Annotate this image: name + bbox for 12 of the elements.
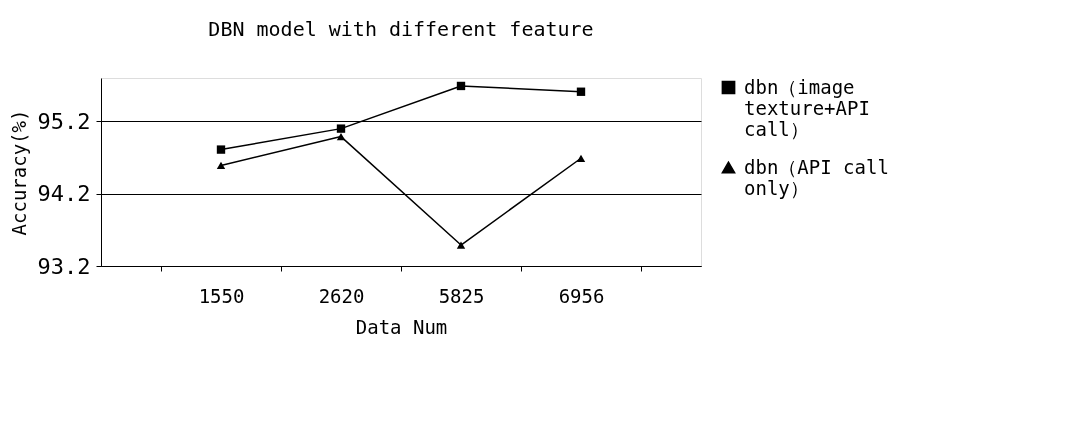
y-axis-title: Accuracy(%) <box>7 109 30 236</box>
x-tick-label: 6956 <box>558 284 605 307</box>
legend-label: dbn（API call only） <box>744 155 889 199</box>
legend-label: dbn（image texture+API call） <box>744 75 870 140</box>
chart-title: DBN model with different feature <box>208 17 594 41</box>
y-tick-label: 95.2 <box>37 108 91 134</box>
y-tick-label: 93.2 <box>37 253 91 279</box>
x-tick-label: 1550 <box>198 284 245 307</box>
y-tick-label: 94.2 <box>37 181 91 207</box>
x-axis-title: Data Num <box>355 315 448 338</box>
x-tick-label: 5825 <box>438 284 485 307</box>
x-tick-label: 2620 <box>318 284 365 307</box>
